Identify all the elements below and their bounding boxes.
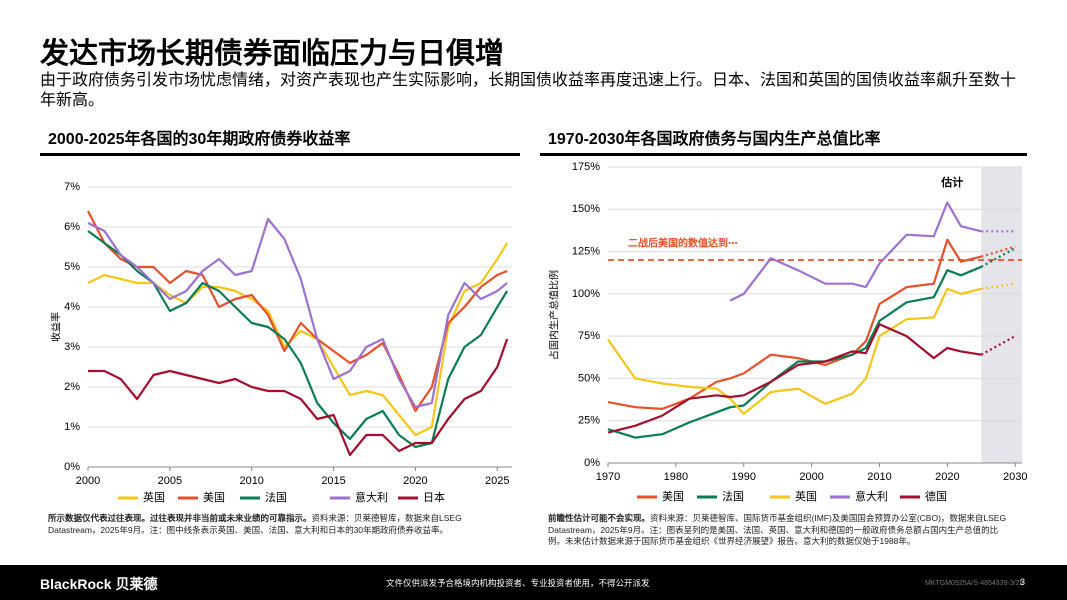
- series-line: [87, 217, 508, 409]
- note-bold: 前瞻性估计可能不会实现。: [548, 513, 651, 523]
- series-line: [88, 338, 509, 457]
- x-tick-label: 2015: [321, 475, 345, 487]
- forecast-line: [980, 247, 1016, 268]
- brand: BlackRock 贝莱德: [40, 576, 158, 592]
- page-number: 3: [1020, 577, 1026, 587]
- y-tick-label: 100%: [572, 288, 600, 300]
- doc-code: MKTGM0925A/S-4854339-3/25: [925, 580, 1024, 587]
- y-tick-label: 1%: [64, 421, 80, 433]
- forecast-line: [981, 282, 1016, 290]
- legend-label: 英国: [795, 489, 817, 503]
- legend-label: 意大利: [855, 489, 888, 503]
- charts: 2000-2025年各国的30年期政府债券收益率 0% 1% 2% 3% 4% 5% 6% 7%…: [40, 129, 1027, 504]
- title-rule: [40, 153, 520, 156]
- reference-label: 二战后美国的数值达到⋯: [628, 237, 738, 250]
- note-bold: 所示数据仅代表过往表现。过往表现并非当前或未来业绩的可靠指示。: [48, 513, 312, 523]
- y-tick-label: 50%: [578, 372, 600, 384]
- x-tick-label: 2020: [935, 471, 959, 483]
- y-tick-label: 6%: [64, 221, 80, 233]
- x-tick-label: 2000: [76, 475, 100, 487]
- y-tick-label: 0%: [584, 457, 600, 469]
- forecast-shade: [981, 167, 1022, 463]
- x-tick-label: 2000: [799, 471, 823, 483]
- legend-label: 日本: [423, 490, 445, 504]
- legend-label: 意大利: [355, 490, 388, 504]
- y-tick-label: 2%: [64, 381, 80, 393]
- note-text: 资料来源：贝莱德智库，数据来自LSEG Datastream，2025年9月。注…: [48, 513, 462, 535]
- x-tick-label: 2025: [485, 475, 509, 487]
- series-line: [607, 323, 982, 434]
- y-tick-label: 7%: [64, 181, 80, 193]
- series-line: [87, 230, 509, 449]
- y-axis-label: 收益率: [50, 312, 63, 342]
- y-tick-label: 3%: [64, 341, 80, 353]
- forecast-line: [980, 335, 1016, 356]
- disclaimer: 文件仅供派发予合格境内机构投资者、专业投资者使用，不得公开派发: [386, 578, 650, 588]
- x-tick-label: 1980: [664, 471, 688, 483]
- legend-label: 美国: [662, 490, 684, 503]
- legend-label: 德国: [925, 489, 947, 503]
- y-tick-label: 25%: [578, 415, 600, 427]
- y-axis-label: 占国内生产总值比例: [548, 270, 561, 360]
- series-line: [607, 287, 982, 415]
- note-text: 资料来源：贝莱德智库、国际货币基金组织(IMF)及美国国会预算办公室(CBO)，…: [548, 513, 1007, 546]
- forecast-line: [980, 245, 1016, 258]
- series-line: [607, 265, 982, 439]
- x-tick-label: 2010: [867, 471, 891, 483]
- y-tick-label: 125%: [572, 245, 600, 257]
- slide-title: 发达市场长期债券面临压力与日俱增: [40, 38, 505, 70]
- note: 所示数据仅代表过往表现。过往表现并非当前或未来业绩的可靠指示。资料来源：贝莱德智…: [48, 513, 513, 536]
- y-tick-label: 4%: [64, 301, 80, 313]
- legend-label: 法国: [265, 490, 287, 504]
- legend-label: 美国: [203, 491, 225, 504]
- y-tick-label: 175%: [572, 161, 600, 173]
- x-tick-label: 1990: [731, 471, 755, 483]
- legend-label: 法国: [722, 489, 744, 503]
- footer: BlackRock 贝莱德 文件仅供派发予合格境内机构投资者、专业投资者使用，不…: [0, 565, 1067, 600]
- x-tick-label: 2005: [158, 475, 182, 487]
- forecast-label: 估计: [940, 175, 963, 189]
- x-tick-label: 2010: [239, 475, 263, 487]
- y-tick-label: 5%: [64, 261, 80, 273]
- y-tick-label: 75%: [578, 330, 600, 342]
- x-tick-label: 1970: [596, 471, 620, 483]
- note: 前瞻性估计可能不会实现。资料来源：贝莱德智库、国际货币基金组织(IMF)及美国国…: [548, 513, 1013, 548]
- slide-subtitle: 由于政府债务引发市场忧虑情绪，对资产表现也产生实际影响，长期国债收益率再度迅速上…: [40, 72, 1017, 109]
- legend-label: 英国: [143, 490, 165, 504]
- title-rule: [540, 153, 1027, 156]
- chart-title: 2000-2025年各国的30年期政府债券收益率: [48, 129, 350, 148]
- x-tick-label: 2020: [403, 475, 427, 487]
- series-line: [729, 201, 982, 302]
- y-tick-label: 150%: [572, 203, 600, 215]
- chart-title: 1970-2030年各国政府债务与国内生产总值比率: [548, 129, 881, 148]
- series-line: [87, 210, 508, 413]
- y-tick-label: 0%: [64, 461, 80, 473]
- x-tick-label: 2030: [1003, 471, 1027, 483]
